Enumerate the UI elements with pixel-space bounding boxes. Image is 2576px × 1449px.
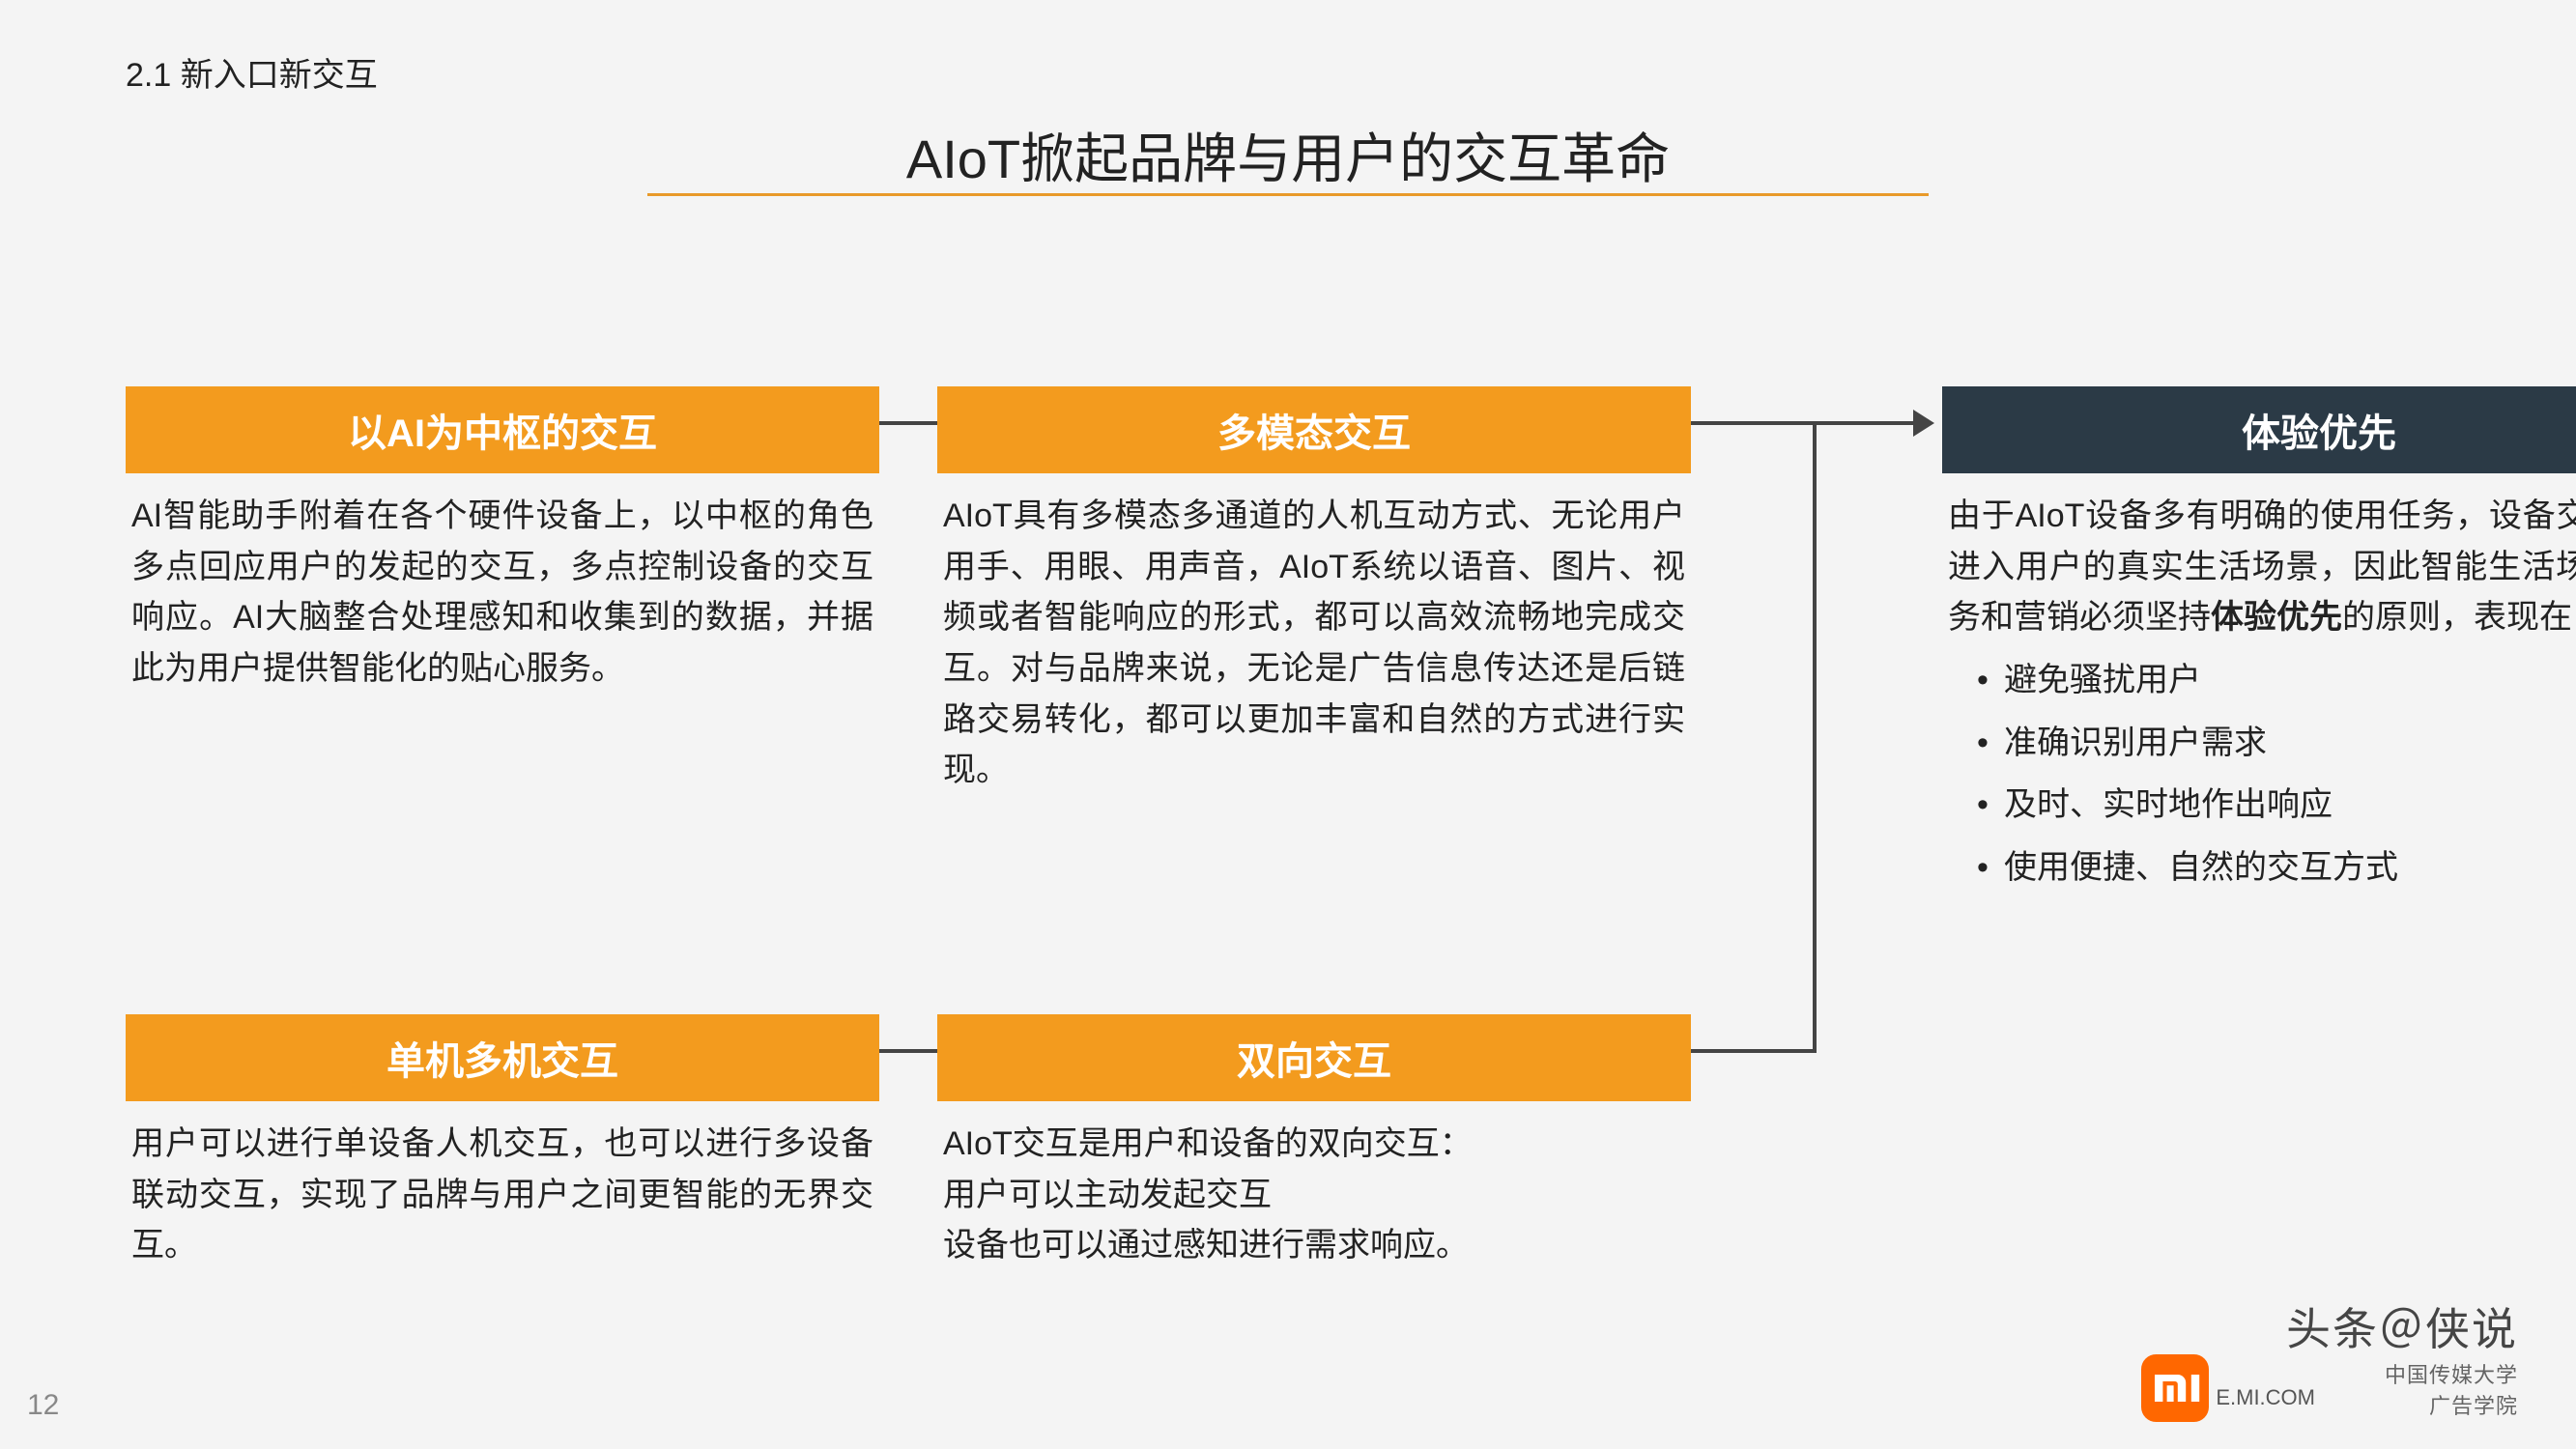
block-ai-hub-body: AI智能助手附着在各个硬件设备上，以中枢的角色多点回应用户的发起的交互，多点控制… [126,473,879,695]
bullet-item: 避免骚扰用户 [1977,655,2576,706]
block-experience-body: 由于AIoT设备多有明确的使用任务，设备交互直接进入用户的真实生活场景，因此智能… [1942,473,2576,894]
connector [879,1049,937,1053]
block-ai-hub-title: 以AI为中枢的交互 [126,386,879,473]
watermark-sub: 中国传媒大学 广告学院 [2286,1358,2518,1420]
bullet-item: 准确识别用户需求 [1977,718,2576,769]
block-multimodal-title: 多模态交互 [937,386,1691,473]
bullet-item: 及时、实时地作出响应 [1977,780,2576,831]
block-single-multi: 单机多机交互 用户可以进行单设备人机交互，也可以进行多设备联动交互，实现了品牌与… [126,1014,879,1310]
connector [1691,421,1913,425]
block-experience-after: 的原则，表现在： [2342,599,2576,636]
mi-logo-icon [2141,1354,2209,1422]
experience-bullets: 避免骚扰用户 准确识别用户需求 及时、实时地作出响应 使用便捷、自然的交互方式 [1948,655,2576,894]
main-title: AIoT掀起品牌与用户的交互革命 [0,116,2576,194]
block-experience-bold: 体验优先 [2211,599,2342,636]
block-bidirectional: 双向交互 AIoT交互是用户和设备的双向交互： 用户可以主动发起交互 设备也可以… [937,1014,1691,1310]
watermark: 头条＠侠说 中国传媒大学 广告学院 [2286,1294,2518,1420]
bullet-item: 使用便捷、自然的交互方式 [1977,842,2576,894]
arrow-icon [1913,410,1934,437]
connector [1813,421,1817,1053]
title-rule [647,193,1929,196]
connector [879,421,937,425]
watermark-text: 头条＠侠说 [2286,1304,2518,1354]
block-ai-hub: 以AI为中枢的交互 AI智能助手附着在各个硬件设备上，以中枢的角色多点回应用户的… [126,386,879,733]
slide: 2.1 新入口新交互 AIoT掀起品牌与用户的交互革命 以AI为中枢的交互 AI… [0,0,2576,1449]
block-experience-title: 体验优先 [1942,386,2576,473]
block-single-multi-body: 用户可以进行单设备人机交互，也可以进行多设备联动交互，实现了品牌与用户之间更智能… [126,1101,879,1271]
connector [1691,1049,1817,1053]
block-bidirectional-body: AIoT交互是用户和设备的双向交互： 用户可以主动发起交互 设备也可以通过感知进… [937,1101,1691,1271]
page-number: 12 [27,1389,59,1422]
block-multimodal: 多模态交互 AIoT具有多模态多通道的人机互动方式、无论用户用手、用眼、用声音，… [937,386,1691,835]
block-single-multi-title: 单机多机交互 [126,1014,879,1101]
block-bidirectional-title: 双向交互 [937,1014,1691,1101]
section-label: 2.1 新入口新交互 [126,48,378,96]
block-experience: 体验优先 由于AIoT设备多有明确的使用任务，设备交互直接进入用户的真实生活场景… [1942,386,2576,932]
block-multimodal-body: AIoT具有多模态多通道的人机互动方式、无论用户用手、用眼、用声音，AIoT系统… [937,473,1691,796]
